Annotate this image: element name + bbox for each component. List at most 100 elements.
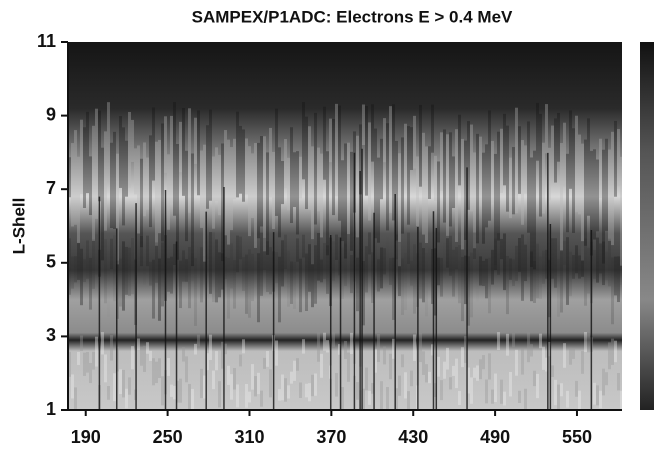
texture-streak [569,110,572,189]
texture-streak [485,258,488,299]
texture-streak [248,391,251,403]
texture-streak [260,136,263,227]
texture-streak [224,256,227,279]
texture-streak [497,233,500,275]
texture-streak [278,389,281,401]
texture-streak [92,239,95,289]
y-tick-label: 5 [46,252,56,272]
texture-streak [197,110,200,196]
texture-streak [380,247,383,289]
texture-streak [584,139,587,246]
texture-streak [383,248,386,275]
texture-streak [68,157,71,198]
texture-streak [356,257,359,312]
texture-streak [137,338,140,351]
texture-streak [122,241,125,311]
texture-streak [530,344,533,357]
texture-streak [146,235,149,267]
texture-streak [476,365,479,381]
texture-streak [122,127,125,226]
texture-streak [344,143,347,259]
y-tick-label: 7 [46,178,56,198]
texture-streak [572,348,575,359]
texture-streak [257,142,260,239]
texture-streak [494,238,497,265]
texture-streak [620,156,622,266]
texture-streak [554,118,557,183]
texture-streak [347,352,350,382]
texture-streak [500,128,503,193]
texture-streak [209,232,212,294]
texture-streak [335,103,338,197]
chart-title: SAMPEX/P1ADC: Electrons E > 0.4 MeV [192,7,513,26]
texture-streak [395,388,398,410]
texture-streak [491,140,494,203]
texture-streak [431,344,434,356]
texture-streak [566,237,569,305]
texture-streak [290,127,293,224]
texture-streak [524,244,527,282]
texture-streak [107,386,110,400]
texture-streak [308,383,311,402]
texture-streak [596,237,599,283]
texture-streak [323,332,326,351]
texture-streak [389,353,392,380]
texture-streak [404,123,407,182]
texture-streak [491,389,494,404]
texture-streak [362,104,365,145]
texture-streak [110,238,113,270]
texture-streak [443,361,446,379]
texture-streak [92,125,95,241]
x-tick-label: 370 [316,427,346,447]
texture-streak [401,258,404,315]
texture-streak [362,261,365,326]
texture-streak [74,387,77,410]
texture-streak [224,130,227,236]
texture-streak [419,332,422,363]
texture-streak [566,390,569,408]
texture-streak [614,120,617,197]
x-tick-label: 310 [234,427,264,447]
texture-streak [470,124,473,212]
texture-streak [197,334,200,347]
texture-streak [86,111,89,194]
texture-streak [575,380,578,397]
texture-streak [578,390,581,410]
texture-streak [554,379,557,406]
texture-streak [338,105,341,221]
texture-streak [458,114,461,186]
texture-streak [251,253,254,302]
texture-streak [560,251,563,313]
texture-streak [308,126,311,210]
texture-streak [404,372,407,399]
heatmap [68,42,622,410]
texture-streak [446,235,449,268]
texture-streak [215,351,218,371]
texture-streak [392,104,395,221]
texture-streak [281,240,284,287]
texture-streak [605,372,608,386]
texture-streak [191,388,194,410]
texture-streak [290,261,293,304]
texture-streak [578,134,581,215]
texture-streak [380,138,383,200]
texture-streak [548,342,551,357]
texture-streak [473,367,476,378]
texture-streak [431,248,434,304]
texture-streak [314,112,317,225]
texture-streak [206,353,209,371]
texture-streak [521,348,524,375]
texture-streak [371,104,374,162]
texture-streak [275,108,278,216]
texture-streak [230,147,233,231]
texture-streak [248,146,251,237]
texture-streak [617,256,620,303]
texture-streak [302,102,305,180]
texture-streak [437,257,440,286]
texture-streak [605,138,608,231]
texture-streak [302,339,305,354]
texture-streak [119,116,122,188]
texture-streak [488,257,491,314]
